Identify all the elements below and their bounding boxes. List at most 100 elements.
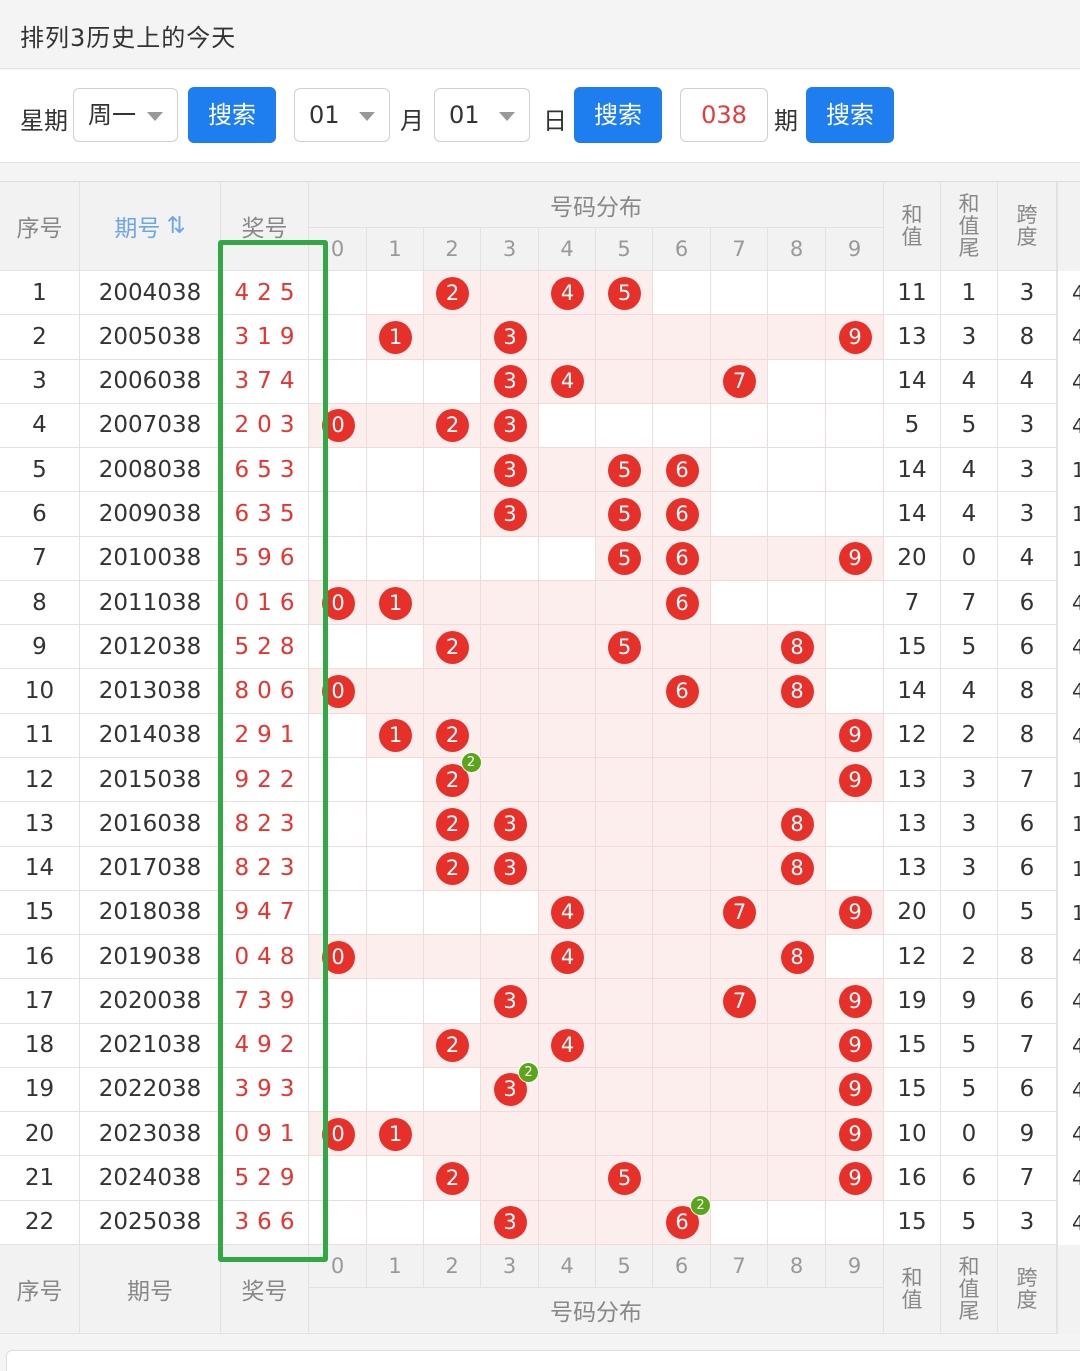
prize-column-highlight: [218, 240, 328, 1262]
number-ball: 9: [838, 542, 872, 576]
row-extra-column: 4: [1057, 625, 1080, 670]
header-period[interactable]: 期号 ⇅: [80, 182, 221, 271]
month-select[interactable]: 01: [294, 88, 390, 142]
distribution-cell: [539, 625, 596, 670]
number-ball: 4: [551, 365, 584, 399]
number-ball: 9: [838, 320, 872, 354]
distribution-cell: [768, 359, 826, 404]
distribution-cell: [309, 448, 367, 493]
distribution-cell: [653, 625, 711, 670]
issue-input[interactable]: 038: [680, 88, 768, 142]
number-ball: 7: [723, 896, 756, 930]
distribution-cell: [768, 315, 826, 360]
row-period: 2007038: [80, 403, 221, 449]
distribution-cell: [826, 580, 884, 626]
row-prize: 528: [221, 625, 309, 670]
distribution-cell: [596, 403, 653, 449]
row-extra-column: 4: [1057, 713, 1080, 758]
search-date-button[interactable]: 搜索: [574, 87, 662, 143]
distribution-cell: [596, 890, 653, 936]
row-period: 2013038: [80, 669, 221, 714]
row-index: 20: [0, 1112, 80, 1157]
distribution-cell: [653, 979, 711, 1024]
distribution-cell: [826, 448, 884, 493]
row-prize: 739: [221, 979, 309, 1024]
row-sum: 16: [884, 1156, 941, 1201]
row-sum-tail: 2: [941, 713, 998, 758]
distribution-cell: [596, 846, 653, 891]
row-period: 2021038: [80, 1023, 221, 1068]
row-extra-column: 1: [1057, 846, 1080, 891]
distribution-cell: [309, 757, 367, 803]
distribution-cell: [539, 1067, 596, 1113]
month-label: 月: [400, 107, 424, 135]
row-period: 2025038: [80, 1200, 221, 1245]
number-ball: 3: [493, 409, 527, 443]
row-prize: 016: [221, 580, 309, 626]
distribution-cell: [367, 935, 424, 980]
row-sum: 15: [884, 1067, 941, 1113]
distribution-cell: [596, 315, 653, 360]
search-week-button[interactable]: 搜索: [188, 87, 276, 143]
distribution-cell: [826, 802, 884, 847]
row-index: 19: [0, 1067, 80, 1113]
distribution-cell: [309, 1067, 367, 1113]
number-ball: 9: [838, 763, 872, 797]
row-sum: 20: [884, 890, 941, 936]
distribution-cell: [309, 536, 367, 581]
distribution-cell: [424, 492, 481, 537]
distribution-cell: [711, 1112, 768, 1157]
number-ball: 5: [608, 453, 641, 487]
day-label: 日: [543, 107, 567, 135]
distribution-cell: [596, 757, 653, 803]
row-index: 22: [0, 1200, 80, 1245]
distribution-cell: [711, 846, 768, 891]
row-span: 8: [998, 315, 1057, 360]
sort-icon[interactable]: ⇅: [166, 213, 186, 239]
distribution-cell: [367, 1023, 424, 1068]
row-extra-column: 1: [1057, 448, 1080, 493]
row-index: 1: [0, 271, 80, 316]
distribution-cell: [309, 890, 367, 936]
day-select[interactable]: 01: [434, 88, 530, 142]
footer-period-label: 期号: [127, 1278, 173, 1305]
number-ball: 5: [608, 497, 641, 531]
row-extra-column: 1: [1057, 802, 1080, 847]
row-extra-column: 4: [1057, 1023, 1080, 1068]
distribution-cell: [424, 935, 481, 980]
row-index: 6: [0, 492, 80, 537]
number-ball: 5: [608, 276, 641, 310]
row-index: 8: [0, 580, 80, 626]
row-index: 16: [0, 935, 80, 980]
row-period: 2006038: [80, 359, 221, 404]
distribution-cell: [826, 846, 884, 891]
distribution-cell: [768, 271, 826, 316]
distribution-cell: [481, 1156, 539, 1201]
week-select[interactable]: 周一: [73, 88, 178, 142]
number-ball: 9: [838, 719, 872, 753]
number-ball: 3: [493, 807, 527, 841]
distribution-cell: [768, 536, 826, 581]
distribution-cell: [367, 1067, 424, 1113]
row-index: 5: [0, 448, 80, 493]
search-issue-button[interactable]: 搜索: [806, 87, 894, 143]
distribution-cell: [711, 1200, 768, 1245]
number-ball: 8: [780, 807, 814, 841]
row-sum: 14: [884, 359, 941, 404]
distribution-cell: [367, 846, 424, 891]
distribution-cell: [768, 757, 826, 803]
row-sum-tail: 2: [941, 935, 998, 980]
number-ball: 2: [436, 852, 469, 886]
distribution-cell: [711, 271, 768, 316]
row-sum-tail: 7: [941, 580, 998, 626]
number-ball: 6: [665, 453, 699, 487]
distribution-cell: [711, 713, 768, 758]
number-ball: 8: [780, 940, 814, 974]
row-index: 13: [0, 802, 80, 847]
row-index: 21: [0, 1156, 80, 1201]
row-index: 18: [0, 1023, 80, 1068]
row-extra-column: 1: [1057, 757, 1080, 803]
distribution-cell: [481, 713, 539, 758]
distribution-cell: [367, 448, 424, 493]
number-ball: 9: [838, 896, 872, 930]
